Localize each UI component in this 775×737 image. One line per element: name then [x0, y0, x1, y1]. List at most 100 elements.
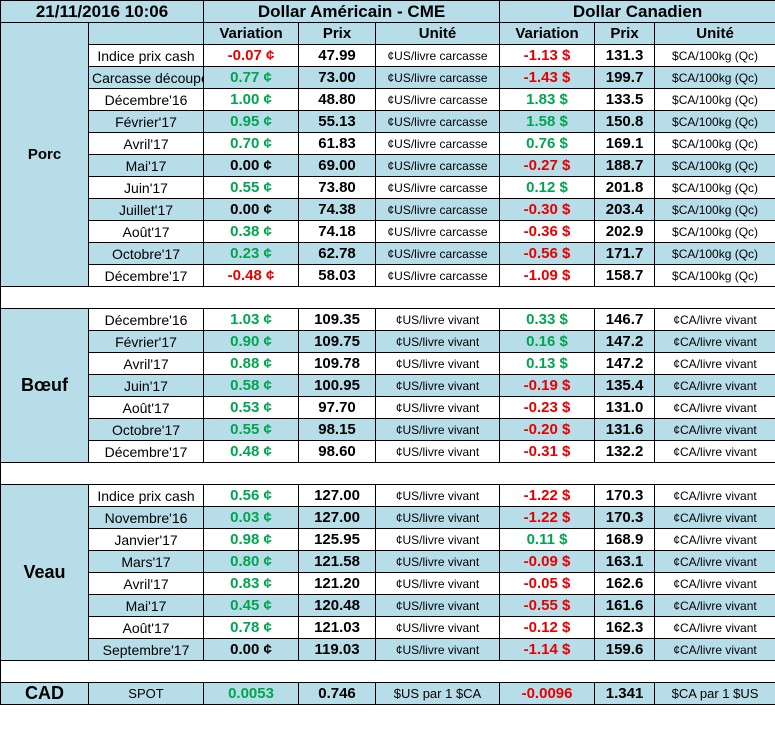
ca-unit: ¢CA/livre vivant	[654, 550, 775, 573]
ca-unit: $CA/100kg (Qc)	[654, 110, 775, 133]
col-header-ca-variation: Variation	[499, 22, 596, 45]
table-row: Août'17 0.53 ¢ 97.70 ¢US/livre vivant -0.23 …	[1, 396, 775, 419]
table-row: Août'17 0.38 ¢ 74.18 ¢US/livre carcasse -0.3…	[1, 220, 775, 243]
us-unit: ¢US/livre carcasse	[375, 154, 501, 177]
ca-unit: ¢CA/livre vivant	[654, 506, 775, 529]
row-label: Novembre'16	[87, 506, 205, 529]
ca-unit: $CA/100kg (Qc)	[654, 132, 775, 155]
us-unit: ¢US/livre vivant	[375, 572, 501, 595]
ca-variation: -0.30 $	[499, 198, 596, 221]
us-unit: ¢US/livre vivant	[375, 616, 501, 639]
ca-price: 133.5	[594, 88, 656, 111]
us-variation: 0.0053	[203, 682, 300, 705]
ca-price: 168.9	[594, 528, 656, 551]
ca-dollar-title: Dollar Canadien	[499, 0, 775, 23]
us-variation: 0.00 ¢	[203, 198, 300, 221]
ca-unit: ¢CA/livre vivant	[654, 330, 775, 353]
row-label: Juin'17	[87, 176, 205, 199]
ca-variation: -0.55 $	[499, 594, 596, 617]
ca-unit: ¢CA/livre vivant	[654, 396, 775, 419]
ca-variation: 0.33 $	[499, 308, 596, 331]
group-label: Veau	[0, 484, 89, 661]
row-label: Juin'17	[87, 374, 205, 397]
us-variation: 0.48 ¢	[203, 440, 300, 463]
us-unit: ¢US/livre carcasse	[375, 88, 501, 111]
ca-variation: 0.16 $	[499, 330, 596, 353]
us-variation: 0.70 ¢	[203, 132, 300, 155]
us-variation: 0.58 ¢	[203, 374, 300, 397]
spacer-cell	[0, 462, 775, 485]
ca-variation: -0.23 $	[499, 396, 596, 419]
us-price: 61.83	[298, 132, 377, 155]
row-label: SPOT	[87, 682, 205, 705]
spacer-row	[0, 660, 775, 683]
ca-variation: -0.05 $	[499, 572, 596, 595]
table-row: Mai'17 0.00 ¢ 69.00 ¢US/livre carcasse -0.27…	[1, 154, 775, 177]
ca-variation: -0.19 $	[499, 374, 596, 397]
us-price: 121.20	[298, 572, 377, 595]
group-label: Bœuf	[0, 308, 89, 463]
us-variation: 0.45 ¢	[203, 594, 300, 617]
us-price: 74.18	[298, 220, 377, 243]
row-label: Mars'17	[87, 550, 205, 573]
ca-variation: -0.0096	[499, 682, 596, 705]
price-table: 21/11/2016 10:06 Dollar Américain - CME …	[0, 0, 775, 705]
us-variation: 0.53 ¢	[203, 396, 300, 419]
us-unit: ¢US/livre vivant	[375, 528, 501, 551]
us-unit: ¢US/livre carcasse	[375, 44, 501, 67]
row-label: Carcasse découpée	[87, 66, 205, 89]
row-label: Mai'17	[87, 154, 205, 177]
us-price: 47.99	[298, 44, 377, 67]
ca-unit: ¢CA/livre vivant	[654, 440, 775, 463]
ca-unit: ¢CA/livre vivant	[654, 352, 775, 375]
ca-price: 131.0	[594, 396, 656, 419]
ca-price: 201.8	[594, 176, 656, 199]
us-price: 109.35	[298, 308, 377, 331]
spacer-row	[0, 286, 775, 309]
us-unit: ¢US/livre carcasse	[375, 66, 501, 89]
table-row: Veau Indice prix cash 0.56 ¢ 127.00 ¢US/livr…	[0, 484, 775, 661]
table-row: Octobre'17 0.23 ¢ 62.78 ¢US/livre carcasse -…	[1, 242, 775, 265]
ca-unit: $CA/100kg (Qc)	[654, 66, 775, 89]
col-header-us-prix: Prix	[298, 22, 377, 45]
us-variation: 0.03 ¢	[203, 506, 300, 529]
ca-unit: $CA/100kg (Qc)	[654, 242, 775, 265]
us-price: 48.80	[298, 88, 377, 111]
ca-variation: 1.83 $	[499, 88, 596, 111]
us-variation: 0.00 ¢	[203, 638, 300, 661]
row-label: Indice prix cash	[87, 484, 205, 507]
us-price: 73.00	[298, 66, 377, 89]
ca-price: 171.7	[594, 242, 656, 265]
row-label: Février'17	[87, 330, 205, 353]
us-unit: ¢US/livre vivant	[375, 550, 501, 573]
ca-variation: 0.13 $	[499, 352, 596, 375]
ca-price: 150.8	[594, 110, 656, 133]
us-unit: ¢US/livre vivant	[375, 330, 501, 353]
ca-price: 146.7	[594, 308, 656, 331]
ca-unit: ¢CA/livre vivant	[654, 594, 775, 617]
us-price: 74.38	[298, 198, 377, 221]
date-time: 21/11/2016 10:06	[0, 0, 205, 23]
us-variation: 0.55 ¢	[203, 418, 300, 441]
us-variation: 1.03 ¢	[203, 308, 300, 331]
ca-price: 162.6	[594, 572, 656, 595]
ca-unit: ¢CA/livre vivant	[654, 308, 775, 331]
us-variation: 0.00 ¢	[203, 154, 300, 177]
us-price: 98.60	[298, 440, 377, 463]
ca-unit: ¢CA/livre vivant	[654, 616, 775, 639]
ca-variation: -1.14 $	[499, 638, 596, 661]
ca-price: 135.4	[594, 374, 656, 397]
spacer-cell	[0, 286, 775, 309]
ca-variation: -0.31 $	[499, 440, 596, 463]
us-unit: ¢US/livre vivant	[375, 440, 501, 463]
table-row: Septembre'17 0.00 ¢ 119.03 ¢US/livre vivant…	[1, 638, 775, 661]
us-unit: ¢US/livre vivant	[375, 352, 501, 375]
us-unit: ¢US/livre vivant	[375, 506, 501, 529]
us-variation: 0.55 ¢	[203, 176, 300, 199]
ca-unit: $CA/100kg (Qc)	[654, 264, 775, 287]
us-price: 73.80	[298, 176, 377, 199]
table-row: Janvier'17 0.98 ¢ 125.95 ¢US/livre vivant 0.…	[1, 528, 775, 551]
us-price: 121.03	[298, 616, 377, 639]
ca-unit: $CA/100kg (Qc)	[654, 220, 775, 243]
row-label: Octobre'17	[87, 242, 205, 265]
